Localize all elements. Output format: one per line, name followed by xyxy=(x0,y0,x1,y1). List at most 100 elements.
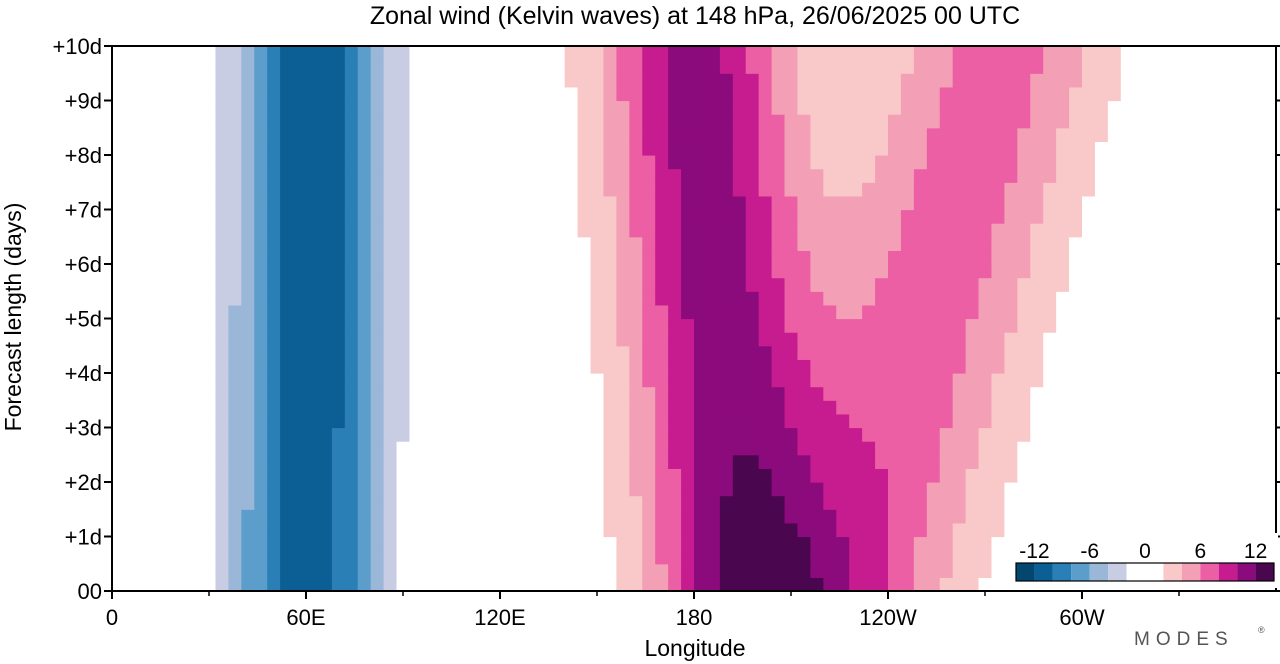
field-cell xyxy=(706,291,721,306)
field-cell xyxy=(1094,427,1109,442)
field-cell xyxy=(1082,400,1096,415)
field-cell xyxy=(124,550,139,565)
field-cell xyxy=(758,522,773,538)
field-cell xyxy=(344,304,359,320)
field-cell xyxy=(900,332,915,347)
field-cell xyxy=(254,359,268,374)
field-cell xyxy=(926,550,941,565)
field-cell xyxy=(810,563,824,578)
field-cell xyxy=(668,345,682,360)
field-cell xyxy=(991,441,1005,456)
field-cell xyxy=(655,413,669,429)
field-cell xyxy=(137,441,152,456)
field-cell xyxy=(112,127,126,142)
field-cell xyxy=(448,250,462,265)
field-cell xyxy=(150,427,165,442)
field-cell xyxy=(1043,155,1057,170)
field-cell xyxy=(383,577,398,592)
field-cell xyxy=(991,509,1005,524)
field-cell xyxy=(1263,264,1277,279)
field-cell xyxy=(409,73,423,88)
x-axis-title: Longitude xyxy=(644,635,745,661)
field-cell xyxy=(797,509,811,524)
field-cell xyxy=(1082,264,1096,279)
field-cell xyxy=(1107,236,1122,251)
field-cell xyxy=(176,304,191,320)
field-cell xyxy=(124,413,139,429)
field-cell xyxy=(189,332,204,347)
field-cell xyxy=(745,400,760,415)
field-cell xyxy=(241,236,255,251)
field-cell xyxy=(357,155,372,170)
field-cell xyxy=(758,236,773,251)
field-cell xyxy=(965,386,980,401)
field-cell xyxy=(564,373,579,388)
field-cell xyxy=(1172,345,1187,360)
field-cell xyxy=(823,114,837,129)
field-cell xyxy=(655,304,669,320)
field-cell xyxy=(318,304,333,320)
field-cell xyxy=(1185,250,1199,265)
field-cell xyxy=(189,318,204,333)
field-cell xyxy=(706,400,721,415)
field-cell xyxy=(926,141,941,156)
field-cell xyxy=(629,522,643,538)
field-cell xyxy=(577,168,592,183)
field-cell xyxy=(474,495,488,510)
field-cell xyxy=(551,236,566,251)
field-cell xyxy=(797,482,811,497)
field-cell xyxy=(1082,127,1096,142)
field-cell xyxy=(1017,168,1031,183)
field-cell xyxy=(1172,291,1187,306)
colorbar: -12 -6 0 6 12 xyxy=(1010,533,1278,588)
field-cell xyxy=(888,264,902,279)
field-cell xyxy=(991,468,1005,483)
field-cell xyxy=(1133,359,1148,374)
field-cell xyxy=(1030,386,1044,401)
field-cell xyxy=(642,509,656,524)
field-cell xyxy=(1133,141,1148,156)
field-cell xyxy=(1069,86,1083,102)
field-cell xyxy=(1250,73,1264,88)
field-cell xyxy=(280,277,294,292)
field-cell xyxy=(202,114,217,129)
field-cell xyxy=(137,454,152,469)
field-cell xyxy=(1146,413,1161,429)
field-cell xyxy=(1056,277,1070,292)
field-cell xyxy=(396,250,411,265)
field-cell xyxy=(124,46,139,61)
field-cell xyxy=(1211,359,1225,374)
field-cell xyxy=(939,345,954,360)
field-cell xyxy=(1198,291,1212,306)
field-cell xyxy=(603,563,617,578)
field-cell xyxy=(124,127,139,142)
field-cell xyxy=(422,454,436,469)
field-cell xyxy=(331,100,346,115)
field-cell xyxy=(965,522,980,538)
field-cell xyxy=(1082,495,1096,510)
field-cell xyxy=(849,550,863,565)
field-cell xyxy=(112,522,126,538)
field-cell xyxy=(1120,195,1135,211)
field-cell xyxy=(1185,236,1199,251)
field-cell xyxy=(112,441,126,456)
field-cell xyxy=(189,141,204,156)
field-cell xyxy=(616,441,630,456)
field-cell xyxy=(228,182,242,197)
field-cell xyxy=(810,536,824,551)
field-cell xyxy=(771,155,786,170)
field-cell xyxy=(888,400,902,415)
field-cell xyxy=(655,182,669,197)
field-cell xyxy=(538,386,553,401)
field-cell xyxy=(293,427,307,442)
field-cell xyxy=(1017,223,1031,238)
field-cell xyxy=(681,522,695,538)
field-cell xyxy=(150,100,165,115)
field-cell xyxy=(344,86,359,102)
field-cell xyxy=(939,100,954,115)
field-cell xyxy=(383,100,398,115)
field-cell xyxy=(357,59,372,74)
field-cell xyxy=(978,577,993,592)
field-cell xyxy=(396,482,411,497)
field-cell xyxy=(396,563,411,578)
